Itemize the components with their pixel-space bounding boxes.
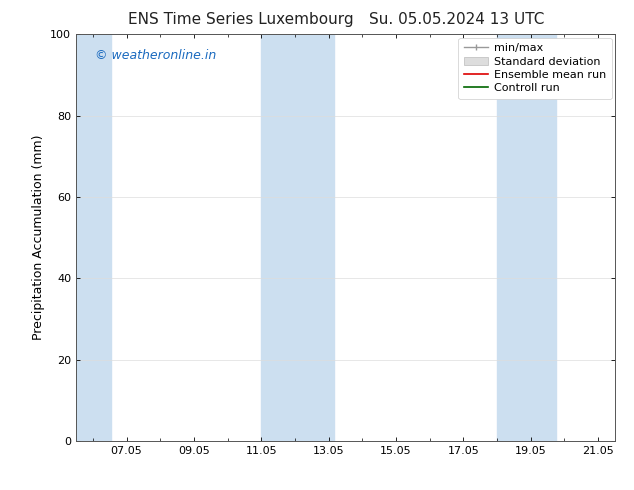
Legend: min/max, Standard deviation, Ensemble mean run, Controll run: min/max, Standard deviation, Ensemble me… xyxy=(458,38,612,99)
Bar xyxy=(76,34,112,441)
Bar xyxy=(497,34,556,441)
Text: ENS Time Series Luxembourg: ENS Time Series Luxembourg xyxy=(128,12,354,27)
Text: © weatheronline.in: © weatheronline.in xyxy=(95,49,216,62)
Y-axis label: Precipitation Accumulation (mm): Precipitation Accumulation (mm) xyxy=(32,135,44,341)
Bar xyxy=(261,34,333,441)
Text: Su. 05.05.2024 13 UTC: Su. 05.05.2024 13 UTC xyxy=(369,12,544,27)
